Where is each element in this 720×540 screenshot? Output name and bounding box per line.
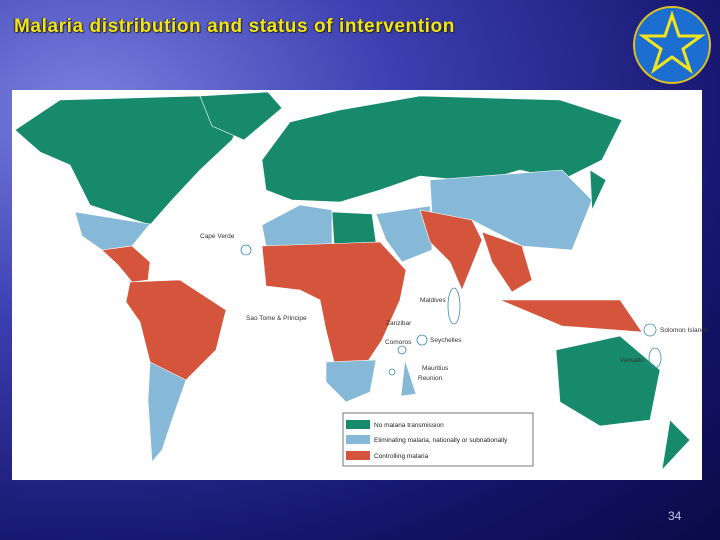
slide-title: Malaria distribution and status of inter… bbox=[14, 16, 455, 37]
map-labels: Cape Verde Sao Tome & Principe Maldives … bbox=[200, 233, 709, 382]
map-label: Zanzibar bbox=[386, 320, 412, 327]
map-label: Solomon Islands bbox=[660, 327, 709, 334]
map-label: Reunion bbox=[418, 375, 443, 382]
island-markers bbox=[240, 244, 662, 376]
emblem bbox=[633, 6, 711, 84]
land bbox=[14, 91, 691, 471]
map-label: Seychelles bbox=[430, 337, 462, 344]
legend-label: Controlling malaria bbox=[374, 453, 429, 460]
map-label: Maldives bbox=[420, 297, 446, 304]
map-label: Mauritius bbox=[422, 365, 449, 372]
legend: No malaria transmission Eliminating mala… bbox=[342, 412, 534, 467]
legend-label: No malaria transmission bbox=[374, 422, 444, 429]
page-number: 34 bbox=[668, 509, 682, 523]
map-label: Cape Verde bbox=[200, 233, 235, 240]
map-label: Vanuatu bbox=[620, 357, 644, 364]
legend-label: Eliminating malaria, nationally or subna… bbox=[374, 437, 508, 444]
map-label: Sao Tome & Principe bbox=[246, 315, 307, 322]
map-label: Comoros bbox=[385, 339, 412, 346]
